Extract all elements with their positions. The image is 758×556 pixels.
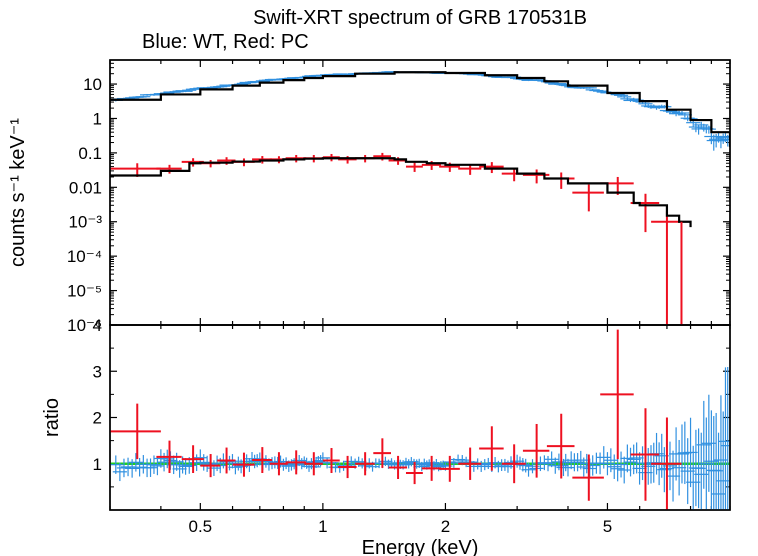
svg-text:1: 1 (93, 455, 102, 474)
svg-text:4: 4 (93, 316, 102, 335)
svg-text:0.01: 0.01 (69, 178, 102, 197)
svg-text:0.1: 0.1 (78, 144, 102, 163)
svg-text:1: 1 (93, 109, 102, 128)
svg-text:5: 5 (603, 517, 612, 536)
svg-text:10⁻⁵: 10⁻⁵ (67, 282, 102, 301)
svg-text:10: 10 (83, 75, 102, 94)
x-axis-label: Energy (keV) (362, 537, 479, 556)
spectrum-chart: Swift-XRT spectrum of GRB 170531BBlue: W… (0, 0, 758, 556)
svg-text:3: 3 (93, 362, 102, 381)
svg-text:10⁻⁴: 10⁻⁴ (67, 247, 102, 266)
svg-text:2: 2 (441, 517, 450, 536)
chart-title: Swift-XRT spectrum of GRB 170531B (253, 7, 587, 29)
y-axis-label-bottom: ratio (41, 398, 63, 437)
chart-container: Swift-XRT spectrum of GRB 170531BBlue: W… (0, 0, 758, 556)
svg-text:1: 1 (318, 517, 327, 536)
y-axis-label-top: counts s⁻¹ keV⁻¹ (7, 118, 29, 267)
svg-text:10⁻³: 10⁻³ (68, 213, 102, 232)
chart-subtitle: Blue: WT, Red: PC (142, 31, 309, 53)
svg-text:0.5: 0.5 (188, 517, 212, 536)
svg-text:2: 2 (93, 409, 102, 428)
